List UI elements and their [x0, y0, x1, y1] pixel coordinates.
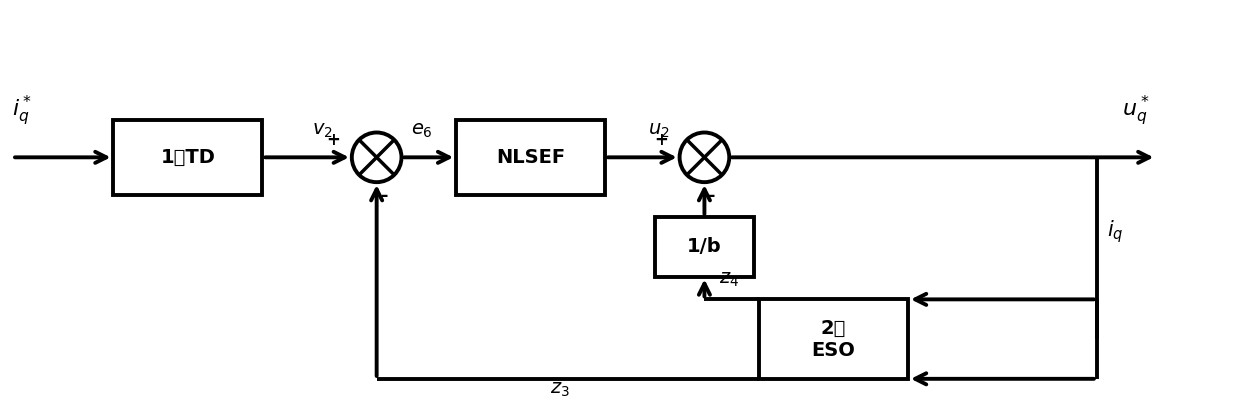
Bar	[113, 120, 263, 194]
Text: $e_6$: $e_6$	[412, 122, 433, 140]
Bar	[456, 120, 605, 194]
Text: $z_3$: $z_3$	[551, 380, 570, 399]
Text: -: -	[708, 187, 715, 205]
Text: $u_2$: $u_2$	[647, 122, 670, 140]
Text: +: +	[326, 131, 340, 150]
Text: 1/b: 1/b	[687, 237, 722, 256]
Text: $u_q^*$: $u_q^*$	[1122, 93, 1149, 128]
Text: NLSEF: NLSEF	[496, 148, 565, 167]
Text: $v_2$: $v_2$	[312, 122, 332, 140]
Text: +: +	[653, 131, 667, 150]
Text: $i_q^*$: $i_q^*$	[12, 93, 32, 128]
Bar	[655, 217, 754, 276]
Text: $z_4$: $z_4$	[719, 270, 739, 290]
Text: $i_q$: $i_q$	[1106, 218, 1123, 245]
Text: 2阶
ESO: 2阶 ESO	[812, 318, 856, 360]
Bar	[759, 300, 908, 379]
Text: -: -	[381, 187, 388, 205]
Text: 1阶TD: 1阶TD	[160, 148, 216, 167]
